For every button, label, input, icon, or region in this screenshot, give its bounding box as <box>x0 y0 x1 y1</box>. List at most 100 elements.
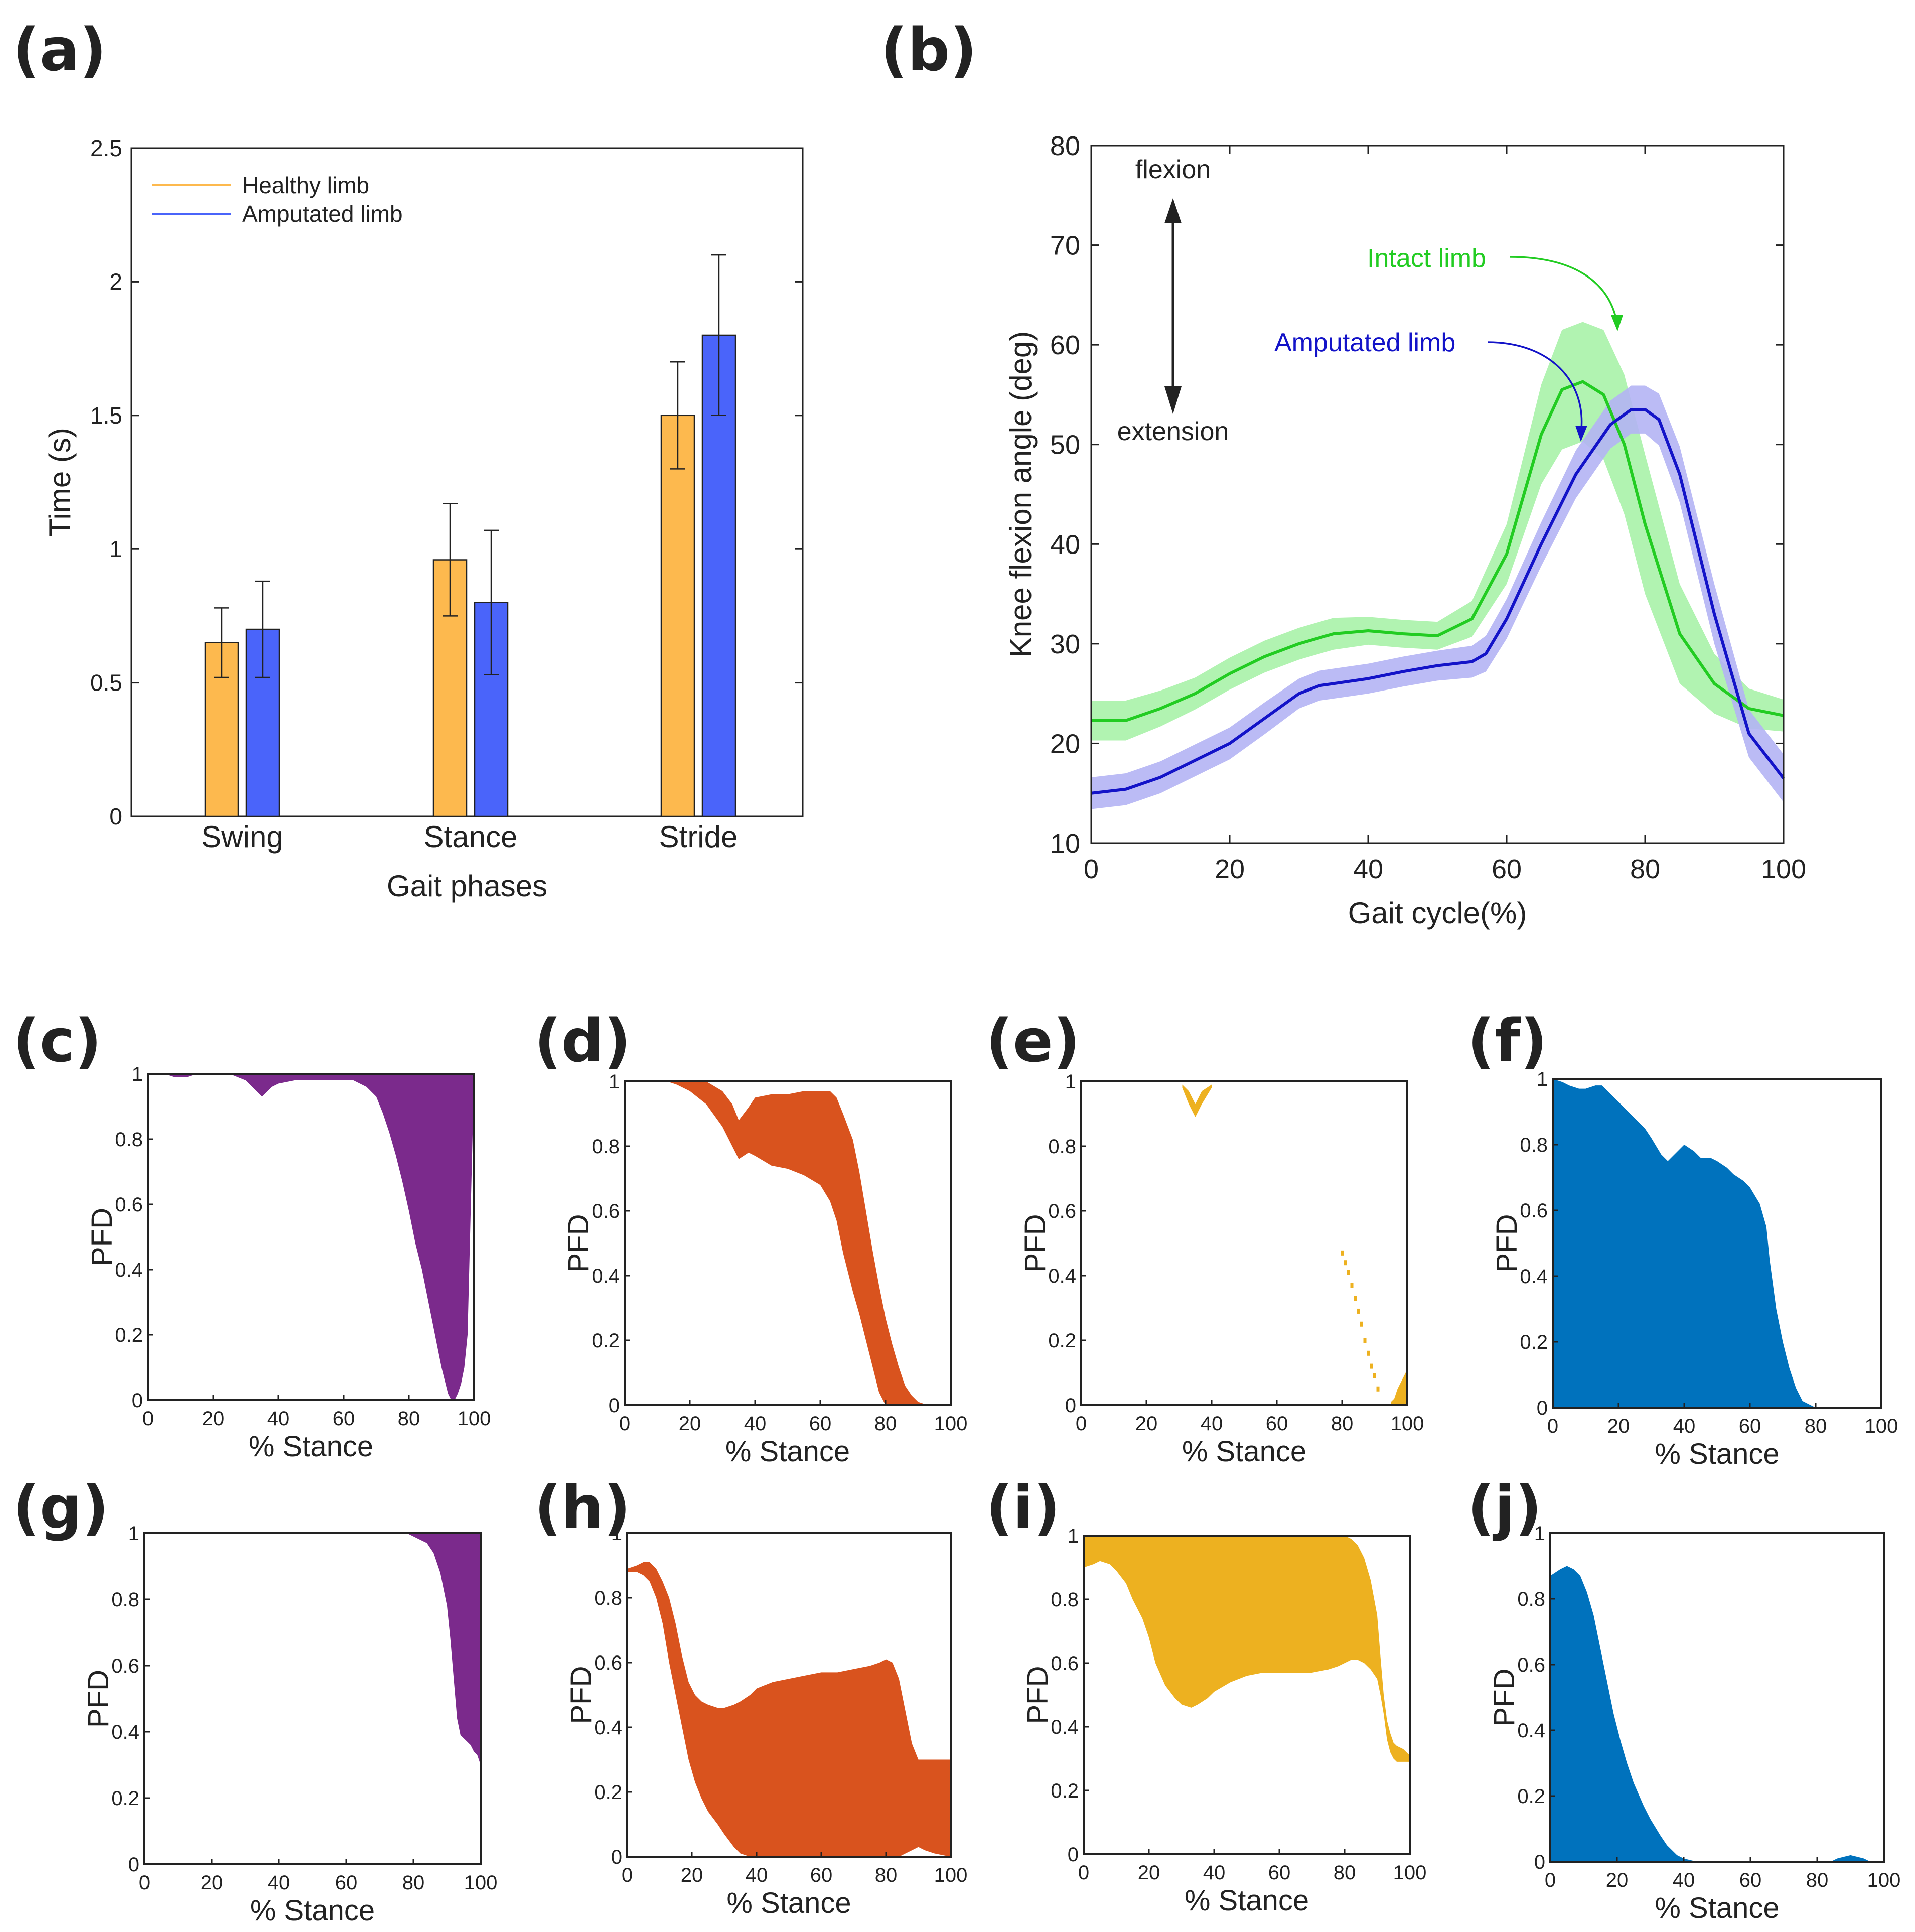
chart-g-ytick-label: 0.2 <box>111 1787 139 1810</box>
chart-h-ytick-label: 0.6 <box>594 1652 622 1674</box>
chart-a-xtick-label: Stance <box>424 820 518 854</box>
chart-c-ytick-label: 0.2 <box>115 1324 143 1346</box>
chart-e-ytick-label: 0.2 <box>1048 1330 1076 1352</box>
chart-b-ytick-label: 40 <box>1050 529 1080 560</box>
chart-e-ytick-label: 0 <box>1065 1395 1076 1417</box>
chart-j-ytick-label: 0.4 <box>1517 1720 1545 1742</box>
chart-e-frame <box>1080 1080 1408 1406</box>
chart-i-xtick-label: 40 <box>1203 1862 1226 1884</box>
chart-f-xtick-label: 80 <box>1805 1415 1827 1437</box>
chart-f-ytick-label: 0.2 <box>1520 1331 1548 1353</box>
chart-c-ytick-label: 1 <box>132 1063 143 1085</box>
chart-j-xlabel: % Stance <box>1655 1892 1779 1924</box>
chart-d-ytick-label: 0.2 <box>592 1330 620 1352</box>
chart-g-xtick-label: 20 <box>201 1872 223 1894</box>
chart-b-xtick-label: 60 <box>1492 854 1522 884</box>
chart-e-ylabel: PFD <box>1019 1214 1052 1273</box>
chart-c-ytick-label: 0.4 <box>115 1259 143 1281</box>
panel-label-h: (h) <box>534 1473 631 1542</box>
chart-h-ytick-label: 0.4 <box>594 1717 622 1739</box>
chart-a-ytick-label: 2.5 <box>90 135 122 161</box>
chart-h-pfd: 0 20 40 60 80 100 0 0.2 0.4 0.6 0.8 1 % Stance PFD <box>565 1523 967 1919</box>
chart-h-ytick-label: 1 <box>611 1523 622 1545</box>
chart-h-xlabel: % Stance <box>726 1887 851 1919</box>
chart-g-xlabel: % Stance <box>250 1894 375 1927</box>
chart-i-ytick-label: 0.8 <box>1051 1589 1079 1611</box>
chart-c-pfd: 0 20 40 60 80 100 0 0.2 0.4 0.6 0.8 1 % Stance PFD <box>86 1063 491 1463</box>
chart-h-xtick-label: 100 <box>934 1864 968 1886</box>
chart-d-ytick-label: 0 <box>609 1395 620 1417</box>
panel-label-b: (b) <box>880 15 977 84</box>
chart-e-pfd-region <box>1182 1084 1212 1117</box>
chart-c-xtick-label: 100 <box>458 1408 491 1430</box>
chart-f-ylabel: PFD <box>1491 1214 1523 1273</box>
chart-e-xlabel: % Stance <box>1182 1435 1306 1468</box>
chart-g-pfd: 0 20 40 60 80 100 0 0.2 0.4 0.6 0.8 1 % Stance PFD <box>82 1523 497 1927</box>
chart-b-annotation-amputated: Amputated limb <box>1274 328 1455 357</box>
chart-f-xtick-label: 40 <box>1673 1415 1696 1437</box>
chart-a-ytick-label: 2 <box>109 268 122 295</box>
chart-d-ytick-label: 0.4 <box>592 1265 620 1287</box>
chart-e-pfd-point <box>1341 1250 1344 1256</box>
chart-c-ytick-label: 0 <box>132 1390 143 1412</box>
chart-j-xtick-label: 40 <box>1673 1869 1695 1891</box>
chart-a-ytick-label: 1 <box>109 536 122 562</box>
chart-b-xtick-label: 20 <box>1215 854 1245 884</box>
panel-label-d: (d) <box>534 1006 631 1075</box>
chart-e-xtick-label: 20 <box>1135 1413 1158 1435</box>
chart-h-xtick-label: 80 <box>875 1864 898 1886</box>
chart-e-pfd-point <box>1370 1363 1373 1369</box>
chart-d-xtick-label: 20 <box>679 1413 701 1435</box>
chart-a-legend-healthy: Healthy limb <box>242 172 369 198</box>
chart-j-xtick-label: 20 <box>1606 1869 1629 1891</box>
chart-a-ytick-label: 0.5 <box>90 670 122 696</box>
chart-e-pfd-point <box>1350 1283 1354 1288</box>
chart-d-xtick-label: 0 <box>619 1413 630 1435</box>
chart-d-ytick-label: 1 <box>609 1071 620 1093</box>
chart-a-ytick-label: 0 <box>109 803 122 830</box>
chart-e-pfd-point <box>1367 1350 1370 1356</box>
chart-c-ylabel: PFD <box>86 1208 118 1266</box>
chart-a-xtick-label: Stride <box>659 820 738 854</box>
chart-e-ytick-label: 0.8 <box>1048 1136 1076 1158</box>
chart-e-pfd-point <box>1363 1338 1367 1343</box>
chart-b-annotation-amputated-arrowhead <box>1575 426 1587 442</box>
chart-i-ylabel: PFD <box>1021 1666 1054 1724</box>
chart-d-ytick-label: 0.6 <box>592 1200 620 1222</box>
chart-c-frame <box>147 1073 475 1401</box>
chart-b-annotation-extension: extension <box>1117 417 1229 446</box>
panel-label-i: (i) <box>986 1473 1060 1542</box>
chart-b-annotation-intact-arrow <box>1510 256 1617 321</box>
chart-i-xtick-label: 20 <box>1138 1862 1160 1884</box>
chart-i-pfd-region <box>1084 1536 1410 1762</box>
chart-j-ytick-label: 0.2 <box>1517 1785 1545 1808</box>
chart-e-pfd-point <box>1344 1260 1347 1266</box>
chart-j-ytick-label: 0.6 <box>1517 1654 1545 1676</box>
chart-i-ytick-label: 0.4 <box>1051 1716 1079 1738</box>
chart-d-xtick-label: 100 <box>934 1413 968 1435</box>
chart-f-xtick-label: 0 <box>1547 1415 1558 1437</box>
chart-a-xtick-label: Swing <box>201 820 283 854</box>
chart-c-xtick-label: 20 <box>202 1408 225 1430</box>
chart-i-ytick-label: 0 <box>1068 1844 1079 1866</box>
chart-i-xtick-label: 0 <box>1078 1862 1089 1884</box>
panel-labels: (a) (b) (c) (d) (e) (f) (g) (h) (i) (j) <box>13 15 1547 1542</box>
chart-f-xlabel: % Stance <box>1655 1438 1779 1470</box>
chart-e-ytick-label: 0.4 <box>1048 1265 1076 1287</box>
chart-e-pfd-point <box>1360 1321 1363 1327</box>
chart-b-line-intact <box>1091 380 1784 722</box>
chart-i-ytick-label: 0.6 <box>1051 1652 1079 1675</box>
chart-f-pfd-region <box>1553 1079 1816 1408</box>
panel-label-j: (j) <box>1467 1473 1542 1542</box>
chart-f-xtick-label: 20 <box>1607 1415 1630 1437</box>
chart-d-xtick-label: 40 <box>744 1413 767 1435</box>
chart-g-frame <box>143 1532 482 1865</box>
chart-i-xtick-label: 100 <box>1393 1862 1427 1884</box>
chart-i-ytick-label: 1 <box>1068 1525 1079 1547</box>
chart-e-xtick-label: 100 <box>1391 1413 1424 1435</box>
chart-d-pfd: 0 20 40 60 80 100 0 0.2 0.4 0.6 0.8 1 % Stance PFD <box>562 1071 967 1468</box>
chart-f-ytick-label: 0.8 <box>1520 1134 1548 1156</box>
chart-c-ytick-label: 0.6 <box>115 1194 143 1216</box>
chart-b-xtick-label: 80 <box>1630 854 1660 884</box>
